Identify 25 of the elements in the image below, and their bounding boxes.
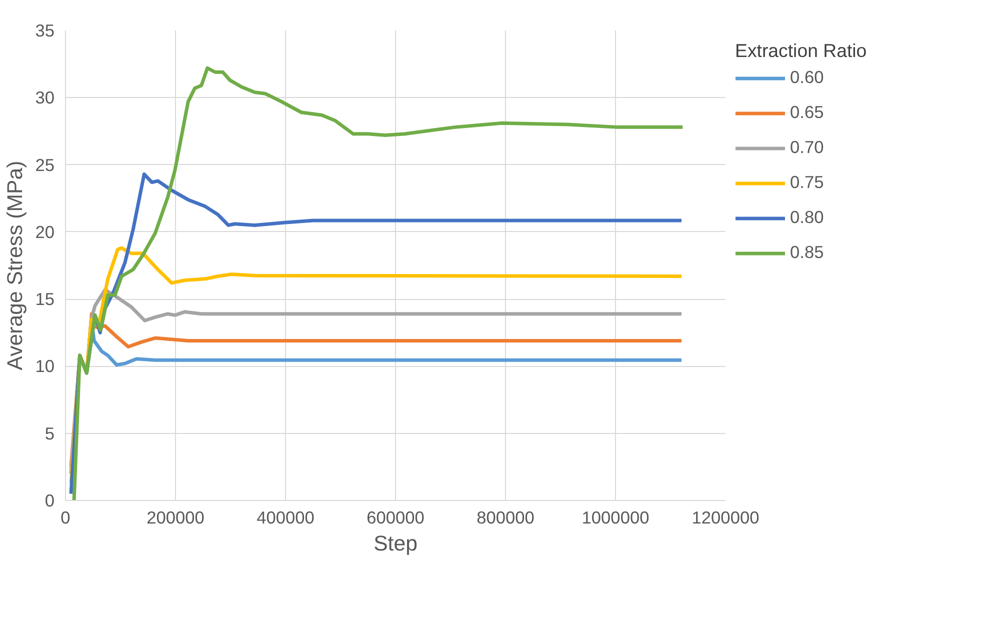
y-tick-label: 0 (44, 490, 55, 510)
x-tick-label: 800000 (476, 508, 534, 528)
y-axis-title: Average Stress (MPa) (3, 160, 28, 370)
y-tick-label: 20 (35, 222, 55, 242)
legend-label: 0.75 (790, 172, 824, 193)
legend-label: 0.80 (790, 207, 824, 228)
x-tick-label: 0 (60, 508, 70, 528)
legend-label: 0.60 (790, 67, 824, 88)
x-axis-title: Step (374, 532, 418, 556)
x-tick-label: 600000 (366, 508, 424, 528)
y-tick-label: 5 (44, 423, 55, 444)
y-tick-label: 30 (35, 88, 55, 108)
y-tick-label: 35 (35, 20, 55, 40)
x-tick-label: 200000 (146, 508, 204, 528)
x-tick-label: 400000 (256, 508, 314, 528)
legend-label: 0.65 (790, 102, 824, 123)
x-tick-label: 1000000 (582, 508, 650, 528)
legend-title: Extraction Ratio (735, 40, 867, 62)
legend-label: 0.85 (790, 242, 824, 263)
x-tick-label: 1200000 (692, 508, 760, 528)
line-series (72, 66, 684, 500)
y-tick-label: 25 (35, 154, 55, 175)
y-tick-label: 15 (35, 289, 55, 310)
y-tick-label: 10 (35, 356, 55, 376)
legend-label: 0.70 (790, 137, 824, 158)
